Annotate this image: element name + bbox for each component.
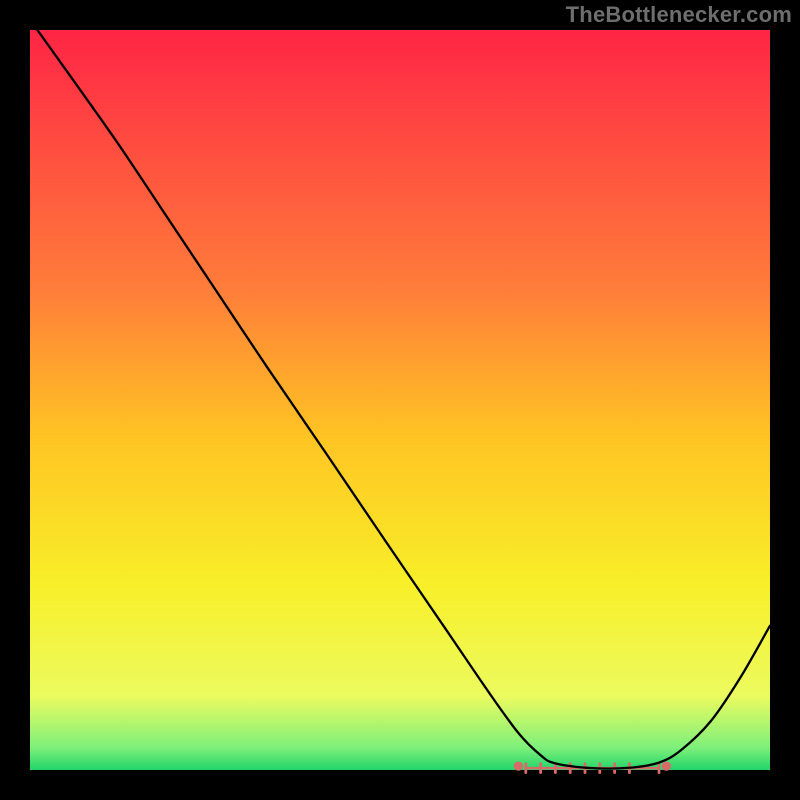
watermark-text: TheBottlenecker.com — [566, 2, 792, 28]
bottleneck-chart — [0, 0, 800, 800]
plot-background — [30, 30, 770, 770]
chart-stage: TheBottlenecker.com — [0, 0, 800, 800]
